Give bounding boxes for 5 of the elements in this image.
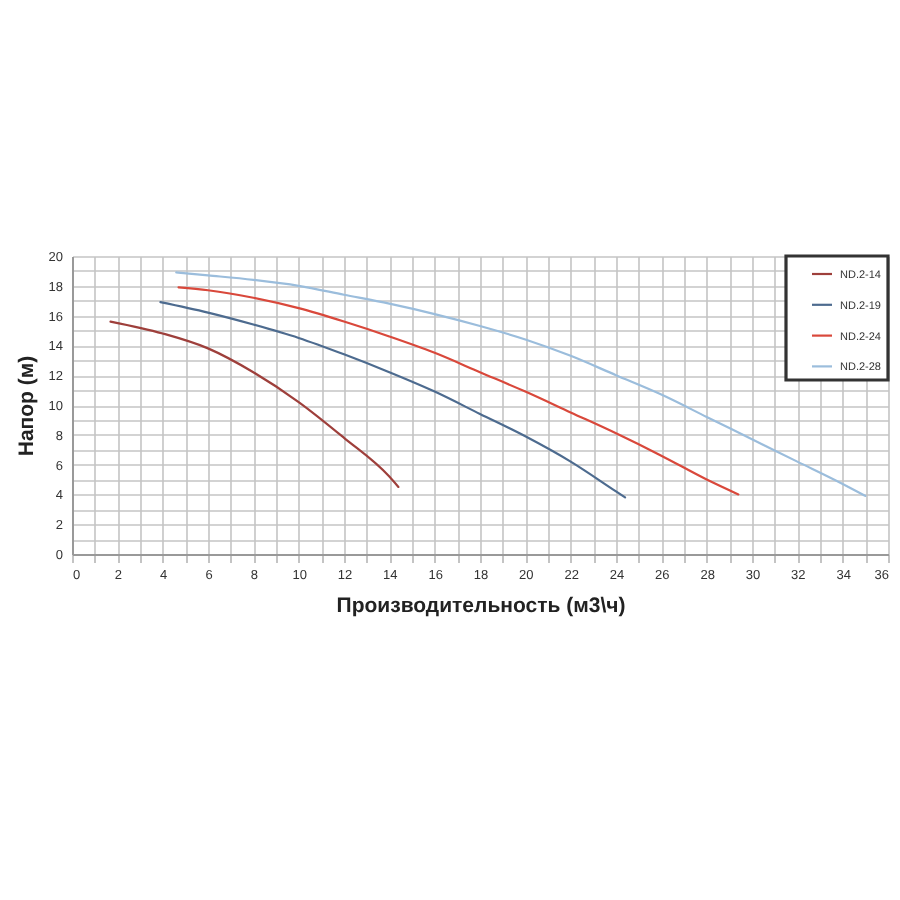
line-series [177,286,740,496]
line-series [159,301,627,499]
y-axis-title: Напор (м) [14,355,39,457]
line-series [109,320,400,489]
x-axis-title: Производительность (м3\ч) [336,594,626,618]
